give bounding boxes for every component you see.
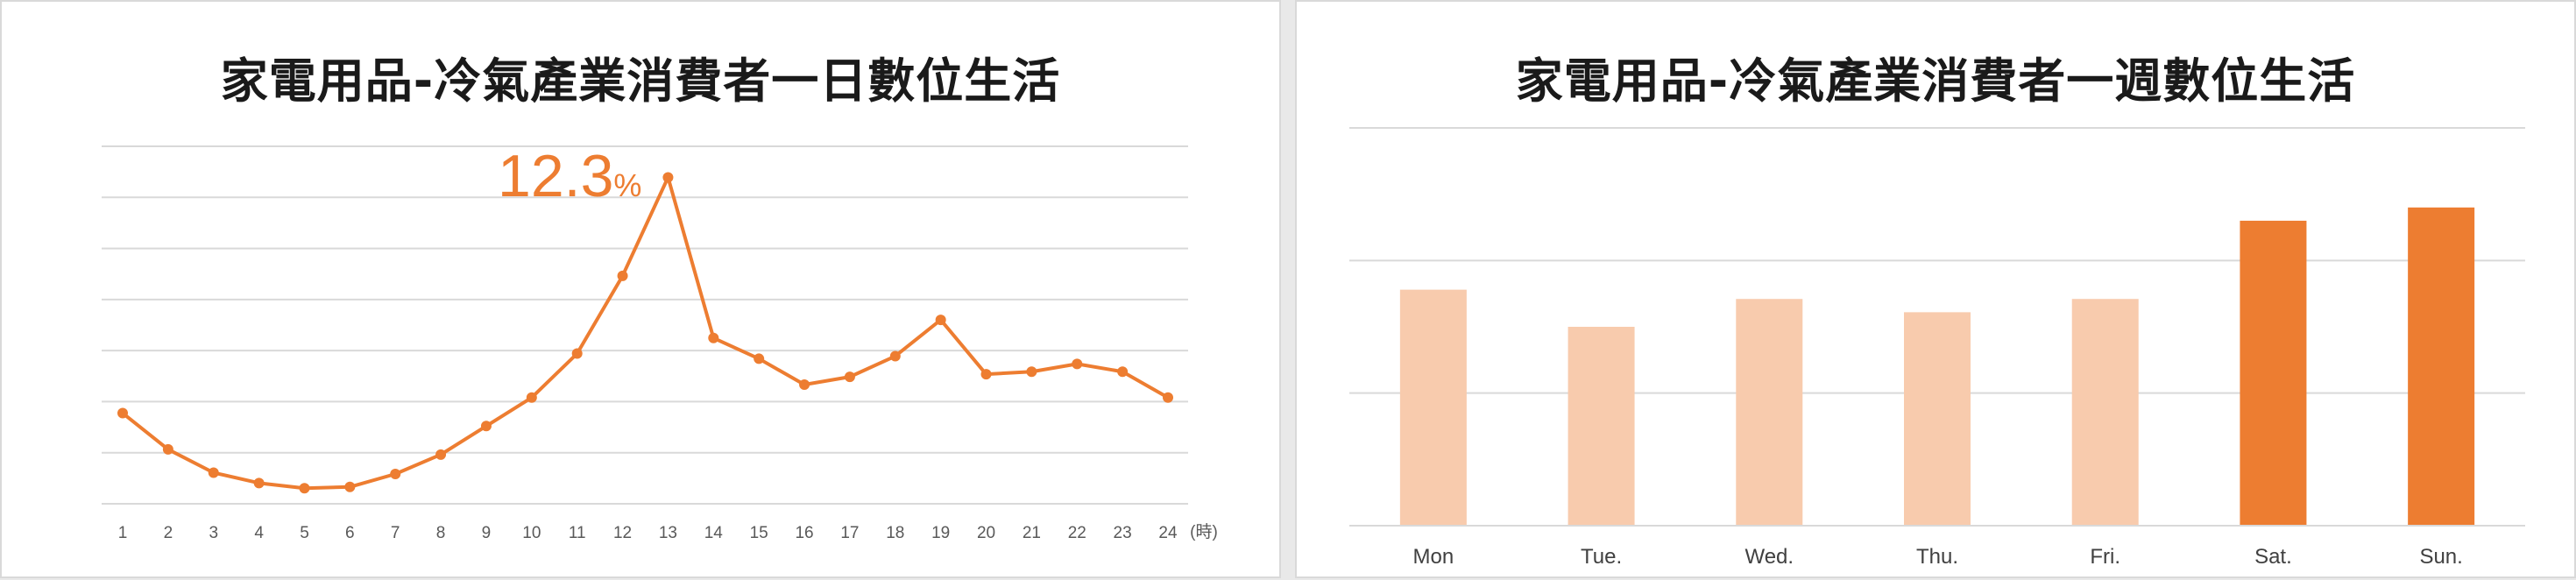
x-tick-label: 12: [613, 524, 632, 542]
x-tick-label: 17: [840, 524, 859, 542]
data-point: [799, 379, 810, 390]
x-category-label: Fri.: [2090, 545, 2120, 569]
data-point: [980, 369, 992, 380]
daily-line-chart: 1 2 3 4 5 6 7 8 9 10 11 12 13 14 15 16 17 18 19 20 21 22 23 24(…: [102, 143, 1218, 542]
x-tick-label: 22: [1068, 524, 1086, 542]
data-point: [754, 353, 765, 364]
data-point: [253, 477, 265, 489]
x-tick-label: 20: [977, 524, 995, 542]
weekly-bar-chart: Mon Tue. Wed. Thu. Fri. Sat. Sun.: [1349, 127, 2525, 569]
data-point: [208, 467, 219, 478]
x-unit-label: (時): [1190, 522, 1218, 541]
data-point: [299, 483, 310, 494]
x-tick-label: 24: [1158, 524, 1178, 542]
bar: [1904, 312, 1971, 526]
data-point: [889, 350, 901, 362]
x-tick-label: 15: [750, 524, 768, 542]
data-point: [435, 449, 447, 460]
x-tick-label: 1: [118, 524, 128, 542]
weekly-chart-title: 家電用品-冷氣產業消費者一週數位生活: [1515, 53, 2356, 109]
data-point: [480, 421, 492, 432]
x-tick-label: 13: [659, 524, 677, 542]
bar: [2408, 207, 2475, 527]
x-tick-label: 7: [391, 524, 400, 542]
x-category-label: Tue.: [1581, 545, 1622, 569]
x-tick-label: 10: [522, 524, 541, 542]
series-line: [121, 175, 1169, 491]
bar: [2071, 299, 2139, 526]
x-tick-label: 21: [1023, 524, 1041, 542]
bar: [1736, 299, 1803, 526]
x-tick-label: 5: [300, 524, 309, 542]
data-point: [344, 481, 356, 492]
data-point: [662, 172, 674, 183]
data-point: [1026, 366, 1037, 378]
daily-chart-panel: 家電用品-冷氣產業消費者一日數位生活 1 2 3 4 5 6 7 8 9 10 11 12 13 14 15…: [0, 0, 1281, 578]
x-tick-label: 23: [1114, 524, 1132, 542]
data-point: [526, 392, 537, 403]
data-point: [1117, 366, 1129, 378]
x-tick-label: 8: [436, 524, 446, 542]
weekly-chart-panel: 家電用品-冷氣產業消費者一週數位生活 Mon Tue. Wed. Thu. Fri. Sa…: [1295, 0, 2576, 578]
bar: [1399, 289, 1467, 526]
data-point: [617, 270, 628, 281]
x-category-label: Mon: [1413, 545, 1454, 569]
data-point: [571, 348, 583, 359]
x-category-label: Sun.: [2419, 545, 2462, 569]
daily-chart-title: 家電用品-冷氣產業消費者一日數位生活: [220, 53, 1061, 109]
x-tick-label: 3: [209, 524, 218, 542]
x-category-label: Sat.: [2254, 545, 2292, 569]
x-tick-label: 16: [795, 524, 813, 542]
x-tick-label: 9: [482, 524, 492, 542]
x-tick-label: 14: [704, 524, 724, 542]
data-point: [844, 371, 855, 383]
x-category-label: Thu.: [1916, 545, 1958, 569]
data-point: [708, 332, 719, 343]
bar: [2240, 220, 2307, 526]
x-category-label: Wed.: [1744, 545, 1794, 569]
x-tick-label: 4: [254, 524, 264, 542]
data-point: [117, 407, 128, 419]
x-tick-label: 19: [931, 524, 950, 542]
x-tick-label: 18: [886, 524, 904, 542]
data-point: [1163, 392, 1173, 403]
x-tick-label: 2: [164, 524, 173, 542]
data-point: [162, 443, 173, 455]
data-point: [390, 469, 401, 479]
x-tick-label: 6: [345, 524, 355, 542]
data-point: [935, 315, 946, 326]
peak-data-label: 12.3%: [498, 143, 641, 209]
data-point: [1072, 358, 1083, 370]
bar: [1568, 327, 1635, 526]
x-tick-label: 11: [569, 524, 586, 542]
